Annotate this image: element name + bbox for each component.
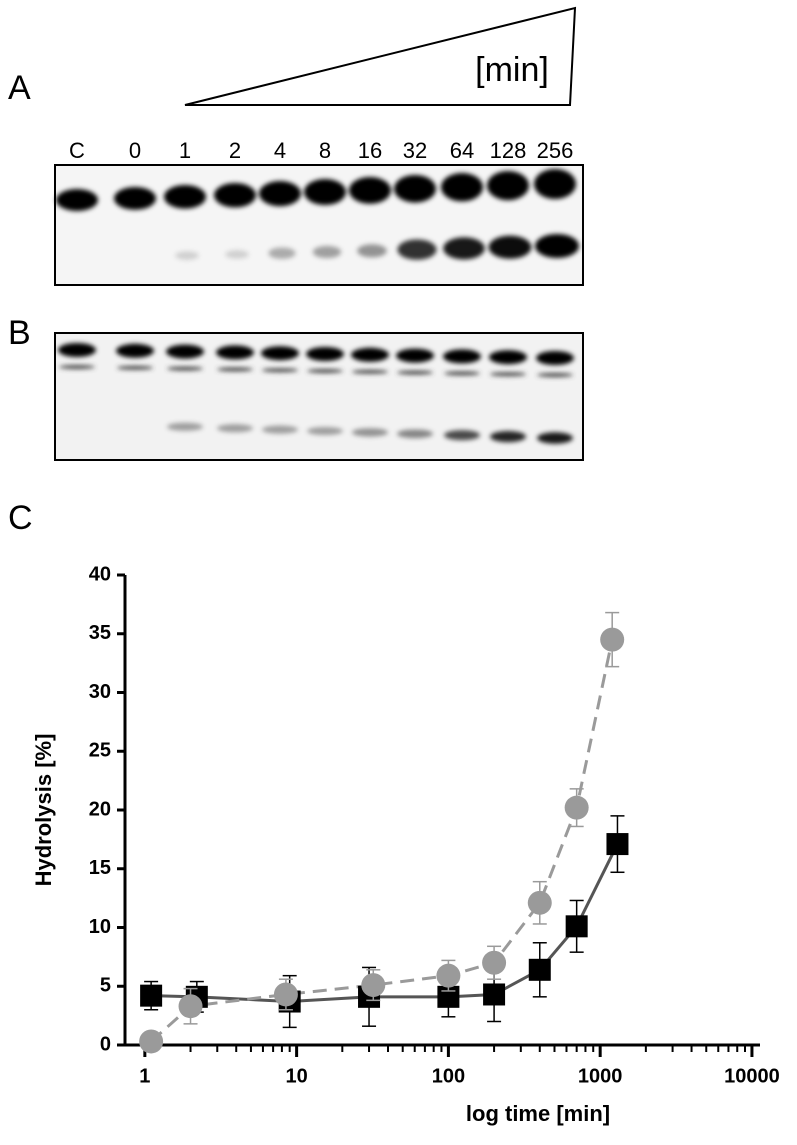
marker	[564, 795, 589, 820]
y-tick-label: 15	[89, 857, 111, 879]
gel-band	[537, 373, 573, 377]
marker	[606, 833, 629, 856]
gel-band	[534, 169, 576, 199]
y-tick-label: 20	[89, 798, 111, 820]
marker	[527, 890, 552, 915]
marker	[140, 984, 163, 1007]
lane-label: 64	[450, 138, 474, 163]
gel-band	[259, 181, 301, 207]
gel-band	[490, 431, 526, 443]
gel-band	[352, 369, 388, 374]
gel-band	[217, 424, 253, 433]
gradient-triangle	[184, 6, 577, 106]
gel-band	[164, 185, 206, 209]
gel-band	[357, 244, 387, 258]
marker	[361, 973, 386, 998]
gel-band	[262, 425, 298, 434]
gel-band	[116, 343, 154, 358]
y-tick-label: 40	[89, 563, 111, 585]
gel-band	[306, 347, 344, 361]
gel-band	[175, 251, 199, 260]
gel-band	[444, 371, 480, 376]
y-tick-label: 25	[89, 740, 111, 762]
gel-band	[58, 343, 96, 357]
gel-band	[397, 429, 433, 439]
x-tick-label: 1000	[578, 1065, 623, 1087]
lane-label: C	[69, 138, 85, 163]
y-axis-label: Hydrolysis [%]	[31, 734, 56, 887]
marker	[436, 963, 461, 988]
y-tick-label: 10	[89, 916, 111, 938]
x-axis-label: log time [min]	[466, 1101, 610, 1126]
lane-label: 128	[490, 138, 527, 163]
x-tick-label: 10	[285, 1065, 307, 1087]
y-tick-label: 30	[89, 681, 111, 703]
x-tick-label: 10000	[724, 1065, 780, 1087]
marker	[600, 627, 625, 652]
gel-band	[268, 247, 296, 259]
gel-band	[261, 346, 299, 361]
marker	[528, 958, 551, 981]
gel-band	[216, 345, 254, 360]
lane-label: 32	[403, 138, 427, 163]
gel-band	[225, 250, 249, 259]
gel-band	[166, 344, 204, 359]
lane-label: 4	[274, 138, 286, 163]
gel-band	[490, 372, 526, 377]
x-tick-label: 1	[139, 1065, 150, 1087]
gel-band	[262, 368, 298, 373]
gel-band	[167, 366, 203, 371]
gel-band	[487, 171, 529, 201]
gel-band	[114, 187, 156, 210]
gel-band	[59, 365, 95, 369]
gel-band	[444, 430, 480, 441]
lane-label: 1	[179, 138, 191, 163]
marker	[178, 994, 203, 1019]
panel-label: C	[8, 499, 33, 537]
lane-label: 2	[229, 138, 241, 163]
gel-band	[394, 175, 436, 203]
y-tick-label: 5	[100, 975, 111, 997]
y-tick-label: 0	[100, 1033, 111, 1055]
gel-band	[537, 432, 573, 444]
lane-label: 8	[319, 138, 331, 163]
gel-band	[349, 177, 391, 204]
gel-band	[536, 351, 574, 365]
gel-band	[217, 367, 253, 372]
gel-band	[441, 173, 483, 202]
gel-unit: [min]	[475, 51, 549, 89]
gel-band	[397, 239, 437, 260]
marker	[482, 950, 507, 975]
x-tick-label: 100	[432, 1065, 465, 1087]
gel-band	[167, 422, 203, 431]
marker	[565, 915, 588, 938]
gel-band	[535, 234, 579, 258]
lane-label: 0	[129, 138, 141, 163]
lane-label: 256	[537, 138, 574, 163]
lane-label: 16	[358, 138, 382, 163]
panel-label: B	[8, 314, 31, 352]
gel-band	[488, 235, 532, 259]
marker	[139, 1029, 164, 1054]
y-tick-label: 35	[89, 622, 111, 644]
gel-band	[351, 347, 389, 362]
gel-band	[396, 348, 434, 363]
gel-band	[443, 349, 481, 364]
gel-band	[352, 428, 388, 437]
panel-label: A	[8, 69, 31, 107]
gel-band	[307, 426, 343, 436]
gel-band	[117, 365, 153, 370]
marker	[273, 982, 298, 1007]
gel-band	[304, 179, 346, 205]
gel-band	[397, 370, 433, 375]
gel-band	[307, 369, 343, 373]
gel-band	[214, 183, 256, 208]
gel-band	[443, 237, 485, 260]
gel-band	[312, 245, 342, 259]
gel-band	[56, 189, 98, 211]
gel-band	[489, 350, 527, 365]
marker	[483, 983, 506, 1006]
